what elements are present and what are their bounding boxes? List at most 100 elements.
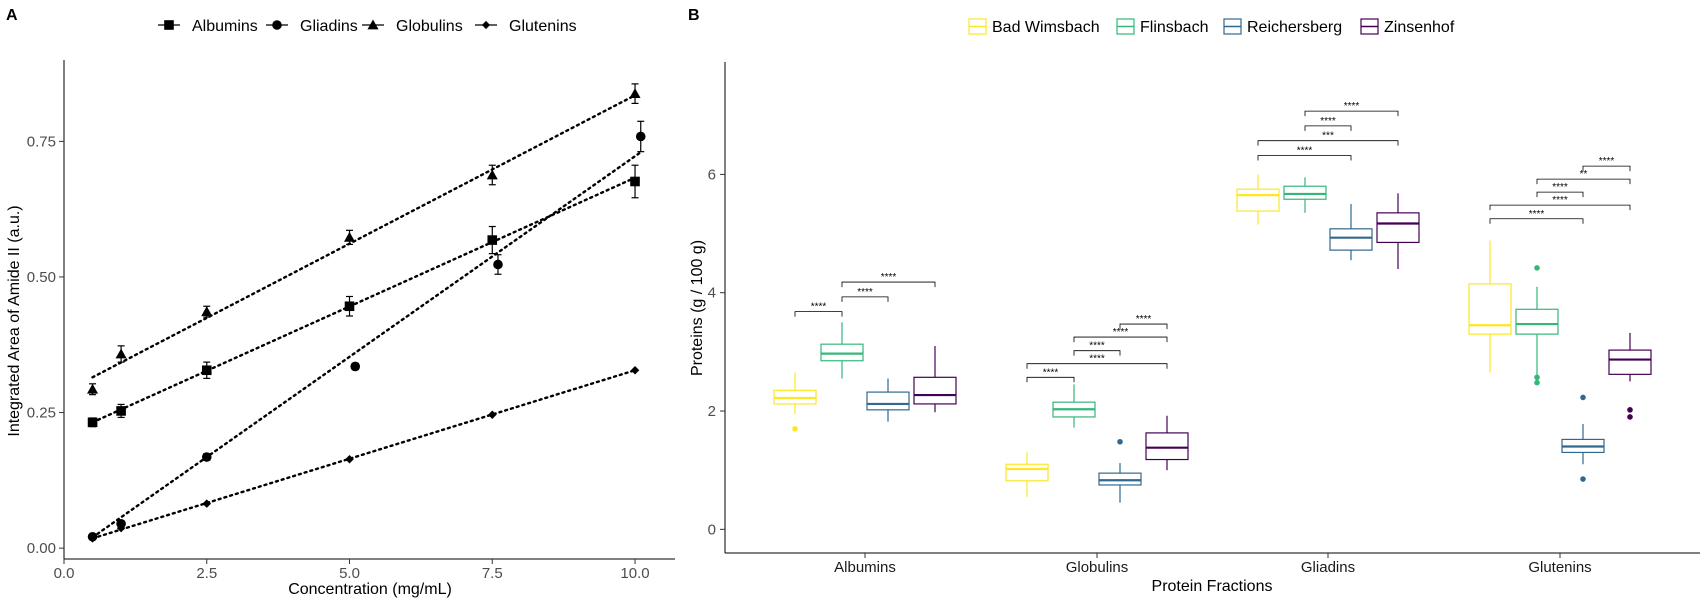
globulins-point <box>343 231 356 242</box>
outlier-point <box>1534 265 1540 271</box>
bracket-line <box>1489 204 1631 211</box>
panel-a-x-tick-label: 0.0 <box>54 565 75 582</box>
bracket-line <box>1119 323 1168 330</box>
box-flinsbach <box>1052 384 1096 428</box>
panel-b-label: B <box>688 7 700 24</box>
significance-bracket: **** <box>1026 354 1168 369</box>
glutenins-point <box>488 410 497 419</box>
gliadins-point <box>116 518 126 529</box>
legend-label: Zinsenhof <box>1384 19 1455 36</box>
panel-b-x-tick-label-globulins: Globulins <box>1066 559 1129 576</box>
box-zinsenhof <box>1376 193 1420 270</box>
series-gliadins <box>87 120 646 542</box>
significance-label: **** <box>1113 327 1129 338</box>
significance-bracket: **** <box>1536 182 1584 198</box>
bracket-line <box>1582 165 1631 172</box>
box-iqr <box>1376 212 1420 244</box>
box-flinsbach <box>1283 177 1327 213</box>
legend-key-marker <box>272 20 282 30</box>
gliadins-point <box>350 361 361 372</box>
panel-a-x-tick-label: 2.5 <box>196 565 217 582</box>
significance-label: **** <box>1297 145 1313 156</box>
box-reichersberg <box>1561 394 1605 482</box>
box-iqr <box>1515 308 1559 335</box>
significance-bracket: **** <box>1304 101 1399 117</box>
significance-label: **** <box>1089 354 1105 365</box>
albumins-point <box>116 406 126 416</box>
category-globulins <box>1005 384 1189 503</box>
globulins-point <box>115 348 127 359</box>
legend-item-gliadins: Gliadins <box>266 18 358 35</box>
significance-bracket: **** <box>1489 195 1631 211</box>
globulins-point <box>486 169 498 180</box>
legend-item-bad-wimsbach: Bad Wimsbach <box>968 18 1100 36</box>
bracket-line <box>1257 140 1399 146</box>
outlier-point <box>1627 414 1633 420</box>
significance-label: **** <box>1344 101 1360 112</box>
glutenins-fit-line <box>91 369 637 540</box>
box-iqr <box>1608 349 1652 375</box>
gliadins-point <box>493 259 503 270</box>
box-iqr <box>1236 188 1280 212</box>
significance-label: **** <box>1136 314 1152 325</box>
albumins-point <box>630 176 640 187</box>
panel-b-x-tick-label-gliadins: Gliadins <box>1301 559 1355 576</box>
panel-b-y-axis-title: Proteins (g / 100 g) <box>689 240 706 376</box>
significance-label: **** <box>857 287 873 298</box>
box-iqr <box>1283 185 1327 200</box>
significance-bracket: **** <box>1119 314 1168 330</box>
outlier-point <box>1534 379 1540 386</box>
bracket-line <box>1026 376 1075 383</box>
legend-key-marker <box>164 20 174 30</box>
panel-b: B Bad Wimsbach Flinsbach Reichersberg Zinse… <box>688 7 1700 595</box>
legend-label: Gliadins <box>300 18 358 35</box>
significance-bracket: **** <box>841 287 889 302</box>
significance-label: **** <box>1320 116 1336 127</box>
significance-label: **** <box>1552 182 1568 193</box>
significance-bracket: **** <box>1489 209 1584 224</box>
panel-b-x-tick-label-albumins: Albumins <box>834 559 896 576</box>
significance-label: **** <box>1529 209 1545 220</box>
outlier-point <box>792 425 798 432</box>
outlier-point <box>1580 394 1586 401</box>
panel-a-ticks: 0.0 2.5 5.0 7.5 10.0 0.00 0.25 0.50 0.75 <box>27 133 650 582</box>
significance-bracket: **** <box>1582 156 1631 172</box>
albumins-point <box>487 235 498 245</box>
panel-a-y-tick-label: 0.25 <box>27 405 56 422</box>
panel-a-legend: Albumins Gliadins Globulins Glutenins <box>158 18 577 35</box>
significance-bracket: **** <box>1257 145 1352 161</box>
gliadins-point <box>201 452 212 462</box>
box-iqr <box>1329 228 1373 251</box>
panel-a-y-tick-label: 0.00 <box>27 540 56 557</box>
globulins-point <box>201 306 213 317</box>
panel-a-x-tick-label: 5.0 <box>339 565 360 582</box>
panel-b-x-tick-label-glutenins: Glutenins <box>1528 559 1591 576</box>
category-gliadins <box>1236 174 1420 270</box>
gliadins-point <box>635 131 646 142</box>
significance-label: **** <box>1552 195 1568 206</box>
glutenins-point <box>345 454 354 464</box>
albumins-fit-line <box>91 176 637 424</box>
legend-item-glutenins: Glutenins <box>475 18 577 35</box>
panel-a-x-tick-label: 7.5 <box>482 565 503 582</box>
gliadins-fit-line <box>91 151 642 539</box>
globulins-fit-line <box>91 94 637 379</box>
albumins-point <box>87 417 98 428</box>
significance-bracket: *** <box>1257 131 1399 146</box>
significance-bracket: **** <box>1026 367 1075 383</box>
box-iqr <box>913 376 957 405</box>
significance-bracket: **** <box>1073 327 1168 343</box>
significance-label: ** <box>1580 169 1588 180</box>
box-iqr <box>1098 472 1142 486</box>
legend-label: Globulins <box>396 18 463 35</box>
significance-label: **** <box>881 272 897 283</box>
bracket-line <box>841 296 889 302</box>
glutenins-point <box>202 499 212 508</box>
panel-b-y-tick-label: 0 <box>708 521 716 538</box>
bracket-line <box>841 281 936 288</box>
box-iqr <box>1005 463 1049 482</box>
bracket-line <box>1304 125 1352 131</box>
legend-item-albumins: Albumins <box>158 18 258 35</box>
panel-a-y-tick-label: 0.50 <box>27 269 56 286</box>
